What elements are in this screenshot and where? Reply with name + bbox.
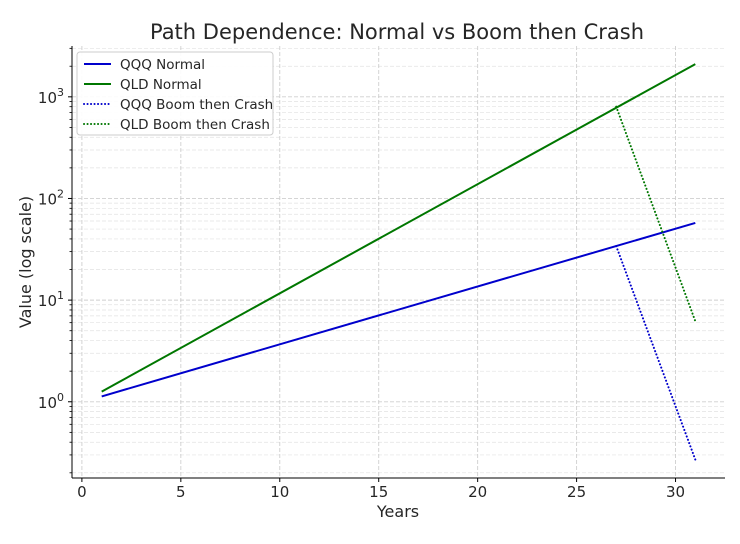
series-line-qqq-normal: [101, 221, 696, 398]
y-tick-label: 101: [38, 289, 64, 310]
y-axis-title: Value (log scale): [16, 196, 35, 328]
x-axis-title: Years: [376, 502, 419, 521]
x-tick-label: 10: [270, 483, 289, 501]
x-tick-label: 20: [468, 483, 487, 501]
series-line-qqq-boom-then-crash: [615, 245, 697, 461]
x-tick-label: 5: [176, 483, 186, 501]
y-tick-label: 103: [38, 86, 64, 107]
legend-frame: [76, 51, 274, 136]
x-tick-label: 0: [77, 483, 87, 501]
chart-title: Path Dependence: Normal vs Boom then Cra…: [150, 20, 644, 44]
legend: QQQ Normal QLD Normal QQQ Boom then Crash Q…: [76, 51, 274, 136]
legend-label: QLD Boom then Crash: [120, 117, 270, 133]
x-tick-label: 15: [369, 483, 388, 501]
grid: [72, 46, 725, 478]
series-line-qld-normal: [101, 63, 696, 393]
x-tick-label: 25: [567, 483, 586, 501]
x-tick-label: 30: [666, 483, 685, 501]
legend-label: QLD Normal: [120, 77, 202, 93]
y-tick-label: 102: [38, 187, 64, 208]
legend-label: QQQ Boom then Crash: [120, 97, 273, 113]
y-tick-label: 100: [38, 391, 64, 412]
series-line-qld-boom-then-crash: [615, 105, 697, 323]
ticks: 0 5 10 15 20 25 30 100 101 102 103: [38, 47, 685, 501]
series-lines: [101, 63, 697, 461]
legend-label: QQQ Normal: [120, 57, 205, 73]
